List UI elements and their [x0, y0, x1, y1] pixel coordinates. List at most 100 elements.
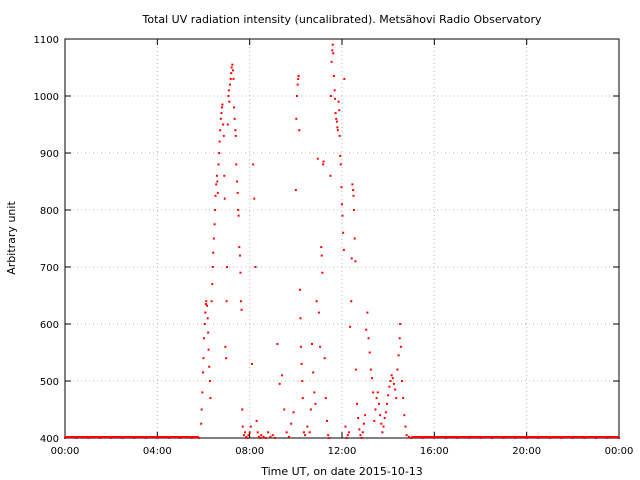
data-point — [341, 203, 343, 206]
data-point — [290, 422, 293, 425]
data-point — [338, 134, 341, 137]
data-point — [332, 75, 335, 78]
data-point — [217, 163, 220, 166]
data-point — [594, 437, 597, 439]
data-point — [502, 437, 505, 439]
data-point — [302, 431, 305, 434]
data-point — [349, 325, 352, 328]
data-point — [314, 402, 317, 405]
axis-ticks: 400 500 600 700 800 900 1000 1100 00:00 04:00 08:0… — [34, 35, 634, 457]
data-point — [322, 163, 325, 166]
data-point — [319, 345, 322, 348]
data-point — [301, 397, 304, 400]
data-point — [372, 391, 375, 394]
data-point — [236, 191, 239, 194]
data-point — [211, 283, 214, 286]
data-point — [256, 431, 259, 434]
data-point — [216, 191, 219, 194]
data-point — [259, 437, 262, 439]
data-point — [264, 437, 267, 439]
data-point — [228, 100, 231, 103]
data-point — [202, 337, 205, 340]
data-point — [167, 437, 170, 439]
data-point — [399, 345, 402, 348]
data-point — [276, 342, 279, 345]
data-point — [339, 154, 342, 157]
data-point — [238, 254, 241, 257]
data-point — [98, 437, 101, 439]
data-point — [241, 425, 244, 428]
data-point — [254, 266, 257, 268]
data-point — [571, 437, 574, 439]
data-point — [230, 72, 233, 75]
data-point — [376, 391, 379, 394]
data-point — [249, 425, 252, 428]
data-point — [280, 374, 283, 377]
data-point — [583, 437, 586, 439]
data-point — [310, 342, 313, 345]
data-point — [379, 414, 382, 417]
data-point — [368, 351, 371, 354]
x-tick-label: 20:00 — [512, 446, 541, 457]
data-point — [237, 209, 240, 211]
data-point — [398, 337, 401, 340]
data-point — [334, 97, 337, 100]
data-point — [338, 109, 341, 112]
data-point — [384, 411, 387, 414]
data-point — [456, 437, 459, 439]
data-point — [296, 83, 299, 86]
data-point — [548, 437, 551, 439]
data-point — [401, 380, 404, 382]
data-point — [352, 189, 355, 192]
data-point — [206, 317, 209, 320]
data-point — [190, 437, 193, 439]
data-point — [324, 397, 327, 400]
data-point — [342, 248, 345, 251]
data-point — [223, 174, 226, 177]
data-point — [306, 425, 309, 428]
data-point — [274, 437, 277, 439]
data-point — [229, 77, 232, 80]
data-point — [225, 300, 228, 303]
data-point — [320, 246, 323, 249]
data-point — [388, 385, 391, 388]
x-tick-label: 12:00 — [328, 446, 357, 457]
data-point — [219, 129, 222, 132]
data-point — [351, 183, 354, 186]
data-point — [334, 112, 337, 115]
data-point — [121, 437, 124, 439]
data-point — [227, 89, 230, 92]
data-point — [380, 422, 383, 425]
grid-lines — [65, 39, 619, 438]
data-point — [230, 66, 233, 69]
data-point — [350, 300, 353, 303]
data-point — [329, 95, 332, 97]
data-point — [325, 419, 328, 422]
data-point — [245, 435, 248, 438]
data-point — [207, 331, 210, 334]
data-point — [399, 323, 402, 325]
data-point — [389, 380, 392, 382]
data-point — [223, 197, 226, 200]
data-point — [356, 402, 359, 405]
data-point — [246, 437, 249, 439]
data-point — [220, 112, 223, 115]
data-point — [267, 431, 270, 434]
data-point — [304, 434, 307, 437]
data-point — [343, 77, 346, 80]
data-point — [618, 437, 620, 439]
data-point — [300, 362, 303, 365]
data-point — [75, 437, 78, 439]
data-point — [287, 435, 290, 438]
data-point — [252, 163, 255, 166]
data-point — [373, 419, 376, 422]
data-point — [353, 209, 356, 211]
y-tick-label: 400 — [40, 434, 59, 445]
data-point — [392, 382, 395, 385]
y-tick-label: 700 — [40, 263, 59, 274]
data-point — [232, 106, 235, 109]
data-point — [377, 402, 380, 405]
data-point — [537, 437, 540, 439]
y-axis-label: Arbitrary unit — [5, 201, 18, 275]
